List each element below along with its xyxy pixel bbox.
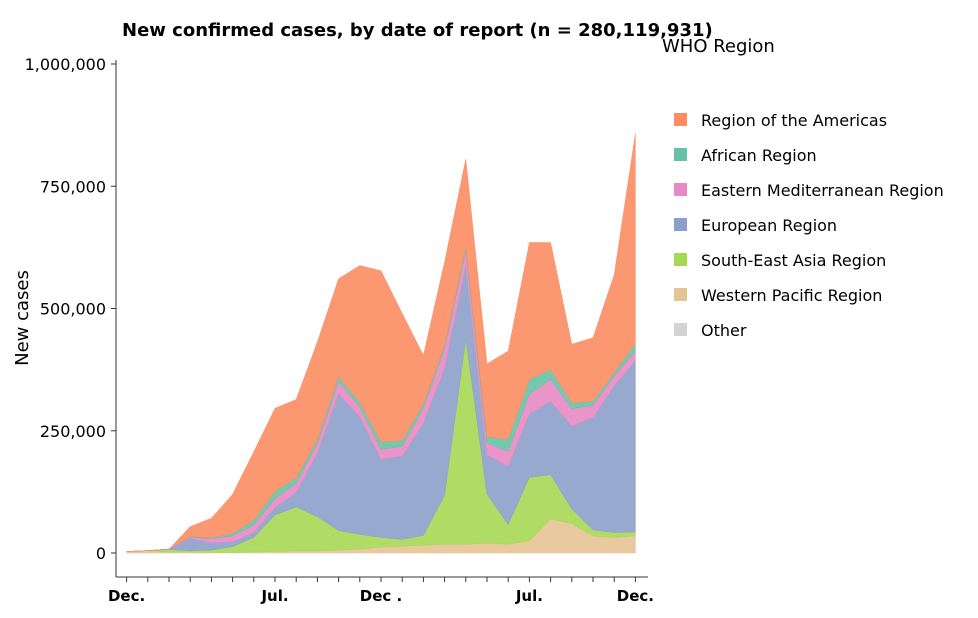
y-tick-label: 1,000,000	[25, 55, 106, 74]
legend-swatch	[674, 323, 687, 336]
axes: 0 250,000 500,000 750,000 1,000,000 Dec. Jul. D…	[25, 55, 654, 605]
x-tick-label: Dec .	[360, 587, 402, 605]
legend-title: WHO Region	[662, 36, 775, 57]
plot-area	[126, 133, 636, 554]
chart-title: New confirmed cases, by date of report (…	[122, 20, 713, 41]
legend-swatch	[674, 148, 687, 161]
legend-swatch	[674, 113, 687, 126]
x-tick-label: Jul.	[515, 587, 543, 605]
legend-label: Western Pacific Region	[701, 286, 882, 305]
x-tick-label: Dec.	[617, 587, 654, 605]
legend-label: South-East Asia Region	[701, 251, 886, 270]
legend-label: African Region	[701, 146, 817, 165]
legend-swatch	[674, 288, 687, 301]
legend-swatch	[674, 253, 687, 266]
y-tick-label: 750,000	[40, 177, 106, 196]
legend-swatch	[674, 218, 687, 231]
legend-swatch	[674, 183, 687, 196]
legend-label: Other	[701, 321, 747, 340]
x-tick-label: Dec.	[108, 587, 145, 605]
legend-label: Region of the Americas	[701, 111, 887, 130]
area-region-of-the-americas	[126, 133, 636, 552]
x-tick-label: Jul.	[260, 587, 288, 605]
legend-label: Eastern Mediterranean Region	[701, 181, 944, 200]
y-tick-label: 500,000	[40, 300, 106, 319]
y-axis-label: New cases	[12, 270, 33, 366]
y-tick-label: 250,000	[40, 422, 106, 441]
legend: WHO Region Region of the Americas African …	[662, 36, 944, 340]
legend-label: European Region	[701, 216, 837, 235]
y-tick-label: 0	[96, 544, 106, 563]
